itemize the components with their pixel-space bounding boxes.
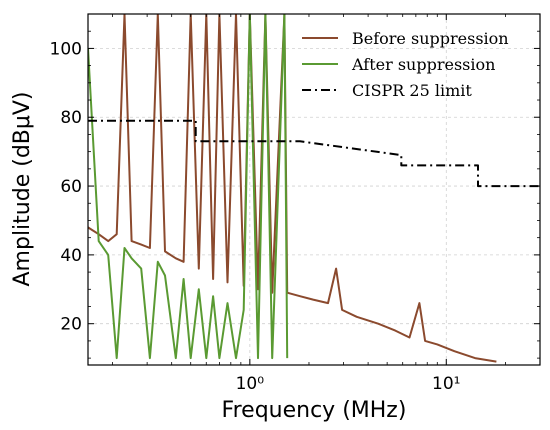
plot-area	[88, 14, 540, 363]
x-axis-label: Frequency (MHz)	[222, 398, 407, 423]
plot-frame	[87, 13, 541, 366]
y-tick-label: 80	[60, 108, 82, 128]
y-tick-label: 60	[60, 177, 82, 197]
x-tick-label: 10⁰	[236, 374, 265, 394]
y-tick-label: 20	[60, 315, 82, 335]
y-axis-label: Amplitude (dBμV)	[10, 91, 35, 286]
series-line-1	[88, 14, 289, 360]
legend-label: Before suppression	[352, 29, 509, 48]
legend: Before suppression After suppression CISPR…	[302, 29, 509, 100]
legend-label: CISPR 25 limit	[352, 81, 472, 100]
series-layer	[88, 14, 540, 363]
y-axis: 20 40 60 80 100	[50, 13, 540, 359]
x-axis: 10⁰ 10¹	[112, 14, 541, 394]
series-line-2	[88, 119, 540, 188]
legend-label: After suppression	[351, 55, 495, 74]
series-line-0	[88, 14, 497, 363]
y-tick-label: 40	[60, 246, 82, 266]
x-tick-label: 10¹	[432, 374, 460, 394]
grid	[88, 14, 540, 365]
y-tick-label: 100	[50, 39, 82, 59]
